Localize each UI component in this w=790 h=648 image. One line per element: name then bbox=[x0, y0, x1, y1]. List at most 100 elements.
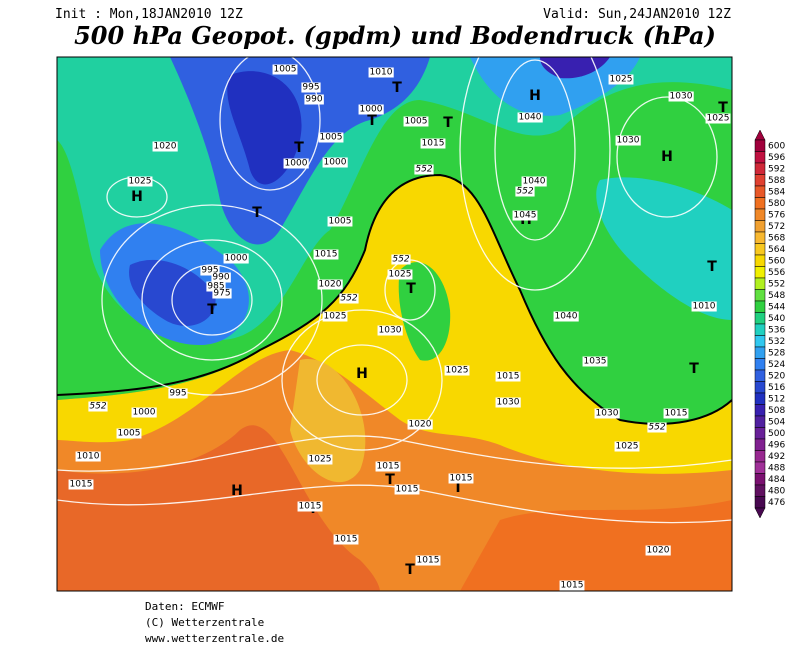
colorbar-swatch bbox=[754, 231, 766, 244]
pressure-center: T bbox=[689, 361, 699, 377]
isobar-label: 1040 bbox=[519, 113, 542, 123]
label-background bbox=[420, 138, 446, 149]
height-contour-label: 552 bbox=[392, 255, 409, 265]
colorbar-label: 500 bbox=[768, 429, 785, 439]
colorbar-label: 584 bbox=[768, 187, 785, 197]
label-background bbox=[517, 112, 543, 123]
colorbar-label: 536 bbox=[768, 325, 785, 335]
isobar-label: 1025 bbox=[324, 312, 347, 322]
label-background bbox=[200, 265, 220, 276]
footer-url: www.wetterzentrale.de bbox=[145, 632, 284, 645]
isobar-label: 1025 bbox=[610, 75, 633, 85]
label-background bbox=[391, 254, 411, 265]
colorbar-label: 532 bbox=[768, 337, 785, 347]
height-contour-label: 552 bbox=[415, 165, 432, 175]
colorbar-swatch bbox=[754, 266, 766, 279]
label-background bbox=[647, 422, 667, 433]
label-background bbox=[663, 408, 689, 419]
colorbar-swatch bbox=[754, 208, 766, 221]
pressure-center: T bbox=[252, 205, 262, 221]
colorbar-label: 508 bbox=[768, 406, 785, 416]
label-background bbox=[615, 135, 641, 146]
pressure-center: T bbox=[207, 302, 217, 318]
label-background bbox=[705, 113, 731, 124]
label-background bbox=[407, 419, 433, 430]
isobar-label: 1020 bbox=[409, 420, 432, 430]
label-background bbox=[394, 484, 420, 495]
label-background bbox=[322, 157, 348, 168]
pressure-center: T bbox=[406, 281, 416, 297]
isobar-label: 1025 bbox=[129, 177, 152, 187]
pressure-center: T bbox=[392, 80, 402, 96]
colorbar-label: 512 bbox=[768, 394, 785, 404]
label-background bbox=[375, 461, 401, 472]
pressure-center: T bbox=[443, 115, 453, 131]
colorbar-swatch bbox=[754, 185, 766, 198]
colorbar-swatch bbox=[754, 312, 766, 325]
isobar-label: 1035 bbox=[584, 357, 607, 367]
pressure-center: T bbox=[405, 562, 415, 578]
isobar-label: 1010 bbox=[77, 452, 100, 462]
isobar-label: 1005 bbox=[274, 65, 297, 75]
colorbar-swatch bbox=[754, 197, 766, 210]
label-background bbox=[318, 132, 344, 143]
label-background bbox=[521, 176, 547, 187]
label-background bbox=[304, 94, 324, 105]
isobar-label: 1025 bbox=[707, 114, 730, 124]
isobar-label: 1015 bbox=[396, 485, 419, 495]
colorbar-swatch bbox=[754, 335, 766, 348]
label-background bbox=[559, 580, 585, 591]
isobar-label: 1000 bbox=[225, 254, 248, 264]
colorbar-swatch bbox=[754, 450, 766, 463]
pressure-center: H bbox=[661, 149, 673, 165]
colorbar-swatch bbox=[754, 484, 766, 497]
pressure-center: T bbox=[718, 100, 728, 116]
colorbar-label: 556 bbox=[768, 268, 785, 278]
label-background bbox=[403, 116, 429, 127]
footer-source: Daten: ECMWF bbox=[145, 600, 224, 613]
label-background bbox=[116, 428, 142, 439]
label-background bbox=[168, 388, 188, 399]
label-background bbox=[307, 454, 333, 465]
isobar-label: 1000 bbox=[285, 159, 308, 169]
colorbar-swatch bbox=[754, 323, 766, 336]
colorbar-label: 496 bbox=[768, 440, 785, 450]
label-background bbox=[297, 501, 323, 512]
colorbar-label: 592 bbox=[768, 164, 785, 174]
label-background bbox=[415, 555, 441, 566]
valid-time: Valid: Sun,24JAN2010 12Z bbox=[543, 7, 731, 22]
label-background bbox=[152, 141, 178, 152]
label-background bbox=[127, 176, 153, 187]
colorbar-swatch bbox=[754, 461, 766, 474]
colorbar-swatch bbox=[754, 162, 766, 175]
pressure-center: H bbox=[231, 483, 243, 499]
isobar-label: 1030 bbox=[596, 409, 619, 419]
label-background bbox=[691, 301, 717, 312]
pressure-center: T bbox=[453, 480, 463, 496]
label-background bbox=[414, 164, 434, 175]
label-background bbox=[387, 269, 413, 280]
colorbar-swatch bbox=[754, 369, 766, 382]
height-contour-label: 552 bbox=[89, 402, 106, 412]
isobar-label: 1005 bbox=[329, 217, 352, 227]
isobar-label: 1015 bbox=[561, 581, 584, 591]
colorbar-label: 524 bbox=[768, 360, 785, 370]
colorbar-swatch bbox=[754, 151, 766, 164]
label-background bbox=[444, 365, 470, 376]
isobar-label: 985 bbox=[207, 282, 224, 292]
label-background bbox=[327, 216, 353, 227]
colorbar-label: 548 bbox=[768, 291, 785, 301]
label-background bbox=[614, 441, 640, 452]
isobar-label: 1000 bbox=[324, 158, 347, 168]
colorbar-swatch bbox=[754, 139, 766, 152]
colorbar-swatch bbox=[754, 289, 766, 302]
colorbar-label: 596 bbox=[768, 153, 785, 163]
label-background bbox=[668, 91, 694, 102]
colorbar-swatch bbox=[754, 438, 766, 451]
label-background bbox=[212, 288, 232, 299]
isobar-label: 1015 bbox=[665, 409, 688, 419]
isobar-label: 1015 bbox=[377, 462, 400, 472]
label-background bbox=[645, 545, 671, 556]
pressure-center: T bbox=[367, 113, 377, 129]
map-field bbox=[57, 57, 732, 591]
